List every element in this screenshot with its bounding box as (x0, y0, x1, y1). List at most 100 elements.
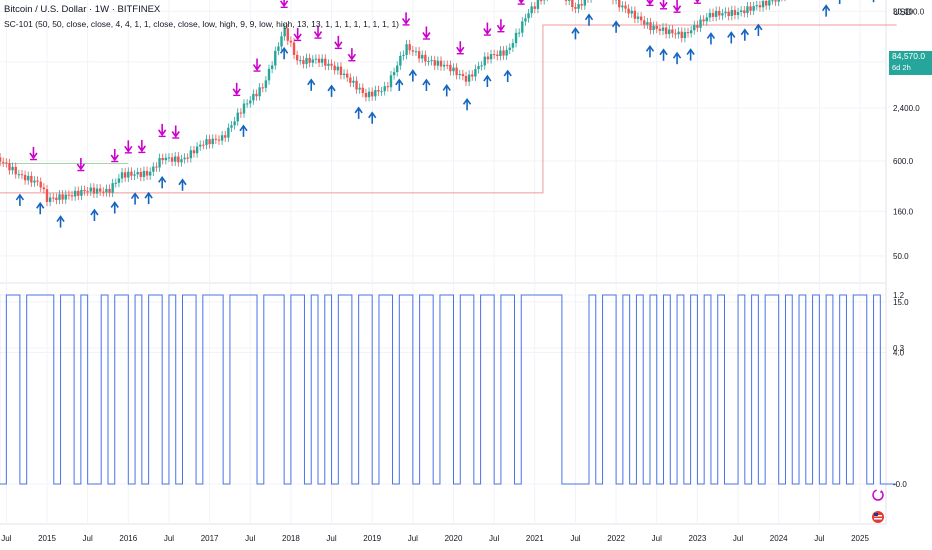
candle-body (402, 54, 405, 56)
candle-body (364, 92, 368, 98)
flag-icon[interactable] (871, 510, 885, 524)
indicator-tick-label: -0.0 (893, 480, 907, 489)
candle-body (114, 182, 117, 184)
candle-body (508, 47, 511, 50)
candle-body (11, 166, 14, 171)
candle-body (521, 21, 524, 33)
time-tick-label: Jul (1, 534, 11, 543)
candle-body (189, 150, 193, 159)
candle-body (70, 195, 74, 197)
buy-arrow (740, 28, 749, 41)
candle-body (630, 10, 633, 14)
candle-body (677, 31, 680, 35)
sell-arrow (313, 25, 323, 39)
indicator-legend[interactable]: SC-101 (50, 50, close, close, 4, 4, 1, 1… (4, 19, 400, 29)
candle-body (771, 0, 774, 2)
sell-arrow (347, 48, 357, 62)
candle-body (242, 103, 246, 114)
candle-body (280, 36, 283, 47)
buy-arrow (462, 97, 472, 111)
candle-body (36, 180, 39, 182)
candle-body (643, 20, 646, 25)
candle-body (133, 174, 136, 176)
candle-body (696, 24, 699, 28)
candle-body (749, 6, 752, 11)
candle-body (148, 171, 152, 176)
candle-body (683, 32, 687, 39)
candle-body (533, 6, 536, 9)
currency-label[interactable]: USD (893, 7, 913, 17)
candle-body (58, 194, 61, 200)
candle-body (145, 171, 149, 176)
candle-body (583, 0, 587, 6)
symbol-title[interactable]: Bitcoin / U.S. Dollar · 1W · BITFINEX (4, 4, 161, 15)
candle-body (283, 28, 286, 37)
candle-body (618, 0, 621, 8)
candle-body (380, 91, 383, 93)
sell-arrow (76, 158, 86, 172)
candle-body (421, 54, 424, 59)
candle-body (192, 150, 196, 154)
candle-body (89, 187, 92, 192)
buy-arrow (36, 201, 45, 215)
buy-arrow (279, 46, 289, 60)
candle-body (152, 166, 155, 172)
candle-body (45, 189, 49, 202)
sell-arrow (693, 0, 701, 4)
candle-body (411, 50, 415, 52)
candle-body (80, 189, 83, 196)
candle-body (367, 91, 371, 98)
candle-body (689, 30, 693, 34)
candle-body (267, 68, 271, 81)
candle-body (139, 172, 143, 177)
candle-body (211, 138, 214, 145)
buy-arrow (672, 51, 682, 65)
candle-body (292, 42, 296, 55)
buy-arrow (15, 193, 25, 206)
candle-body (339, 66, 343, 76)
grid (0, 0, 887, 525)
buy-arrow (659, 48, 668, 61)
indicator-series (0, 294, 897, 485)
candle-body (117, 178, 121, 183)
price-axis[interactable]: 30,000.08,000.02,400.0600.0160.050.015.0… (893, 7, 925, 489)
candle-body (396, 65, 399, 73)
candle-body (414, 51, 418, 53)
time-axis[interactable]: Jul 2015 Jul 2016 Jul 2017 Jul 2018 Jul 2019 Jul 20… (1, 534, 869, 543)
candle-body (686, 32, 690, 34)
candle-body (220, 135, 224, 141)
refresh-icon[interactable] (871, 488, 885, 502)
time-tick-label: Jul (733, 534, 743, 543)
sell-arrow (158, 123, 167, 138)
price-tick-label: 600.0 (893, 157, 914, 166)
candle-body (5, 162, 8, 164)
candle-body (574, 7, 577, 9)
candle-body (417, 51, 421, 59)
buy-arrow (706, 32, 716, 45)
candle-body (105, 188, 108, 193)
candle-body (67, 194, 71, 196)
signal-arrows (15, 0, 875, 228)
indicator-tick-label: 1.2 (893, 291, 905, 300)
time-tick-label: Jul (489, 534, 499, 543)
buy-arrow (686, 48, 695, 61)
buy-arrow (90, 208, 99, 222)
candle-body (349, 77, 352, 83)
candle-body (524, 18, 527, 22)
time-tick-label: Jul (326, 534, 336, 543)
price-tick-label: 2,400.0 (893, 104, 920, 113)
candle-body (102, 191, 105, 193)
candle-body (236, 112, 239, 122)
candle-body (23, 174, 27, 181)
sell-arrow (137, 139, 147, 154)
candle-body (174, 156, 177, 162)
time-tick-label: 2017 (201, 534, 219, 543)
buy-arrow (872, 0, 875, 3)
candle-body (727, 11, 730, 16)
time-tick-label: 2021 (526, 534, 544, 543)
buy-arrow (354, 106, 363, 119)
candle-body (486, 56, 490, 60)
candle-body (674, 33, 677, 35)
buy-arrow (178, 178, 187, 191)
